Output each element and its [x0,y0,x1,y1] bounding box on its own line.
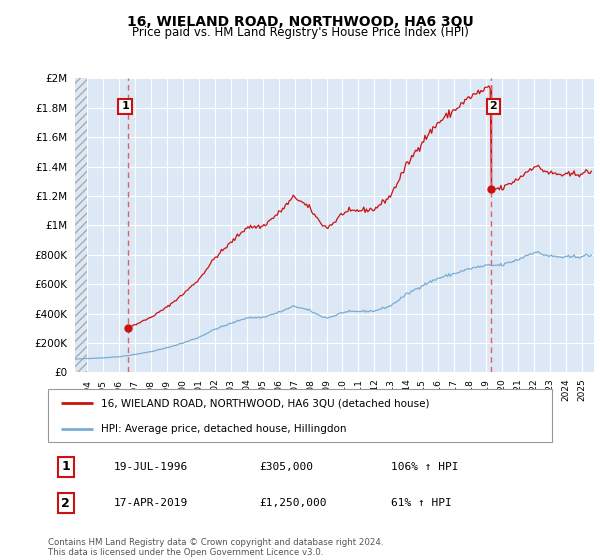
Text: 106% ↑ HPI: 106% ↑ HPI [391,461,458,472]
Text: 2: 2 [61,497,70,510]
Bar [75,78,87,372]
Text: Price paid vs. HM Land Registry's House Price Index (HPI): Price paid vs. HM Land Registry's House … [131,26,469,39]
Text: HPI: Average price, detached house, Hillingdon: HPI: Average price, detached house, Hill… [101,423,346,433]
Text: 16, WIELAND ROAD, NORTHWOOD, HA6 3QU (detached house): 16, WIELAND ROAD, NORTHWOOD, HA6 3QU (de… [101,398,430,408]
Text: 16, WIELAND ROAD, NORTHWOOD, HA6 3QU: 16, WIELAND ROAD, NORTHWOOD, HA6 3QU [127,15,473,29]
Text: £1,250,000: £1,250,000 [260,498,327,508]
Text: £305,000: £305,000 [260,461,314,472]
Text: 1: 1 [121,101,129,111]
Text: 61% ↑ HPI: 61% ↑ HPI [391,498,451,508]
Text: 2: 2 [490,101,497,111]
Text: Contains HM Land Registry data © Crown copyright and database right 2024.
This d: Contains HM Land Registry data © Crown c… [48,538,383,557]
Text: 1: 1 [61,460,70,473]
Text: 19-JUL-1996: 19-JUL-1996 [113,461,188,472]
Text: 17-APR-2019: 17-APR-2019 [113,498,188,508]
